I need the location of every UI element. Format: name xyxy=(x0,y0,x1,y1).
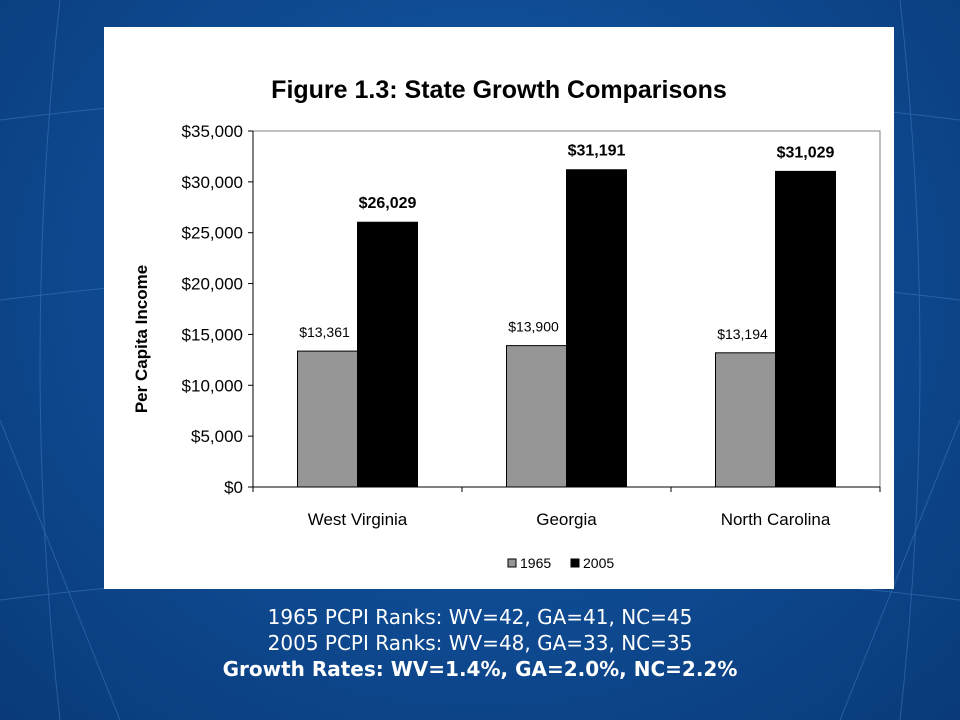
bar-2005 xyxy=(566,169,627,488)
chart-panel: Figure 1.3: State Growth Comparisons $0 $… xyxy=(104,27,894,589)
caption-2005-ranks: 2005 PCPI Ranks: WV=48, GA=33, NC=35 xyxy=(267,631,693,655)
data-label-1965: $13,900 xyxy=(508,319,559,335)
data-label-1965: $13,194 xyxy=(717,326,768,342)
legend-label-2005: 2005 xyxy=(583,555,614,571)
y-tick-label: $25,000 xyxy=(182,224,243,243)
legend-swatch-1965 xyxy=(507,558,517,568)
bar-1965 xyxy=(297,350,358,488)
bar-1965 xyxy=(506,345,567,488)
y-tick-label: $15,000 xyxy=(182,325,243,344)
x-tick-label: North Carolina xyxy=(721,510,831,529)
bar-chart: $0 $5,000 $10,000 $15,000 $20,000 $25,000 $30,… xyxy=(132,122,881,571)
legend-label-1965: 1965 xyxy=(520,555,551,571)
bar-1965 xyxy=(715,352,776,488)
chart-title: Figure 1.3: State Growth Comparisons xyxy=(271,76,727,104)
data-label-2005: $31,029 xyxy=(777,144,835,161)
caption-1965-ranks: 1965 PCPI Ranks: WV=42, GA=41, NC=45 xyxy=(267,605,693,629)
data-label-1965: $13,361 xyxy=(299,324,350,340)
x-tick-label: Georgia xyxy=(536,510,597,529)
y-tick-label: $5,000 xyxy=(191,427,243,446)
y-tick-label: $10,000 xyxy=(182,376,243,395)
caption-growth-rates: Growth Rates: WV=1.4%, GA=2.0%, NC=2.2% xyxy=(222,657,738,681)
data-label-2005: $26,029 xyxy=(359,195,417,212)
captions: 1965 PCPI Ranks: WV=42, GA=41, NC=45 200… xyxy=(0,604,960,682)
data-label-2005: $31,191 xyxy=(568,143,626,160)
y-tick-label: $35,000 xyxy=(182,122,243,141)
x-tick-label: West Virginia xyxy=(308,510,408,529)
bar-2005 xyxy=(775,170,836,488)
legend-swatch-2005 xyxy=(570,558,580,568)
y-tick-label: $30,000 xyxy=(182,173,243,192)
y-tick-label: $0 xyxy=(224,478,243,497)
bar-2005 xyxy=(357,221,418,488)
y-tick-label: $20,000 xyxy=(182,275,243,294)
y-axis-label: Per Capita Income xyxy=(132,265,151,413)
